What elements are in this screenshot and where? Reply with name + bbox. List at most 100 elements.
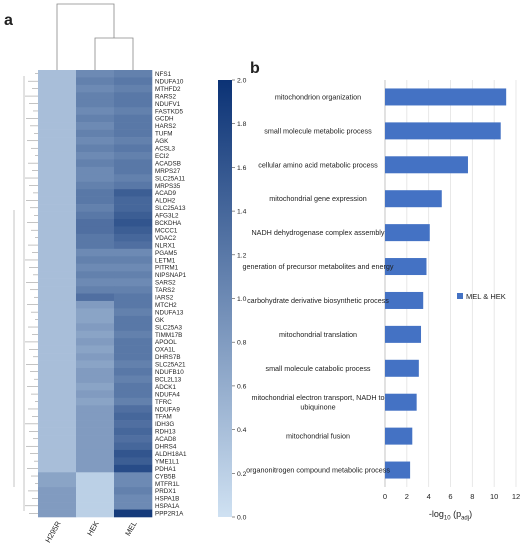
heatmap-cell: [38, 308, 77, 317]
heatmap-cell: [114, 174, 153, 183]
colorbar-tick-label: 0.6: [237, 383, 247, 390]
heatmap-cell: [76, 293, 115, 302]
heatmap-cell: [76, 360, 115, 369]
heatmap-cell: [76, 323, 115, 332]
heatmap-row-label: BCL2L13: [155, 376, 182, 383]
heatmap-cell: [38, 263, 77, 272]
bar: [385, 427, 413, 445]
heatmap-cell: [114, 84, 153, 93]
heatmap-column-label: HEK: [85, 520, 101, 538]
heatmap-row-label: SLC25A11: [155, 175, 185, 182]
heatmap-row-label: NFS1: [155, 71, 172, 78]
heatmap-row-label: ALDH18A1: [155, 451, 187, 458]
heatmap-cell: [114, 286, 153, 294]
heatmap-cell: [76, 382, 115, 391]
heatmap-cell: [114, 70, 153, 78]
heatmap-cell: [76, 278, 115, 287]
heatmap-cell: [76, 345, 115, 354]
heatmap-cell: [76, 211, 115, 220]
bar-chart-panel: 0 2 4 6 8 10 12 mitochondrion organization small…: [242, 80, 520, 522]
heatmap-cell: [114, 509, 153, 518]
heatmap-row-label: MTCH2: [155, 302, 177, 309]
heatmap-cell: [76, 449, 115, 458]
category-label: mitochondrial translation: [279, 330, 357, 339]
heatmap-row-label: APOOL: [155, 339, 177, 346]
heatmap-cell: [38, 494, 77, 503]
heatmap-row-label: TUFM: [155, 131, 173, 138]
heatmap-cell: [38, 300, 77, 309]
x-tick-label: 6: [448, 492, 452, 501]
heatmap-row-label: MTFR1L: [155, 481, 180, 488]
heatmap-cell: [114, 353, 153, 361]
column-dendrogram-link: [94, 37, 134, 70]
heatmap-cell: [38, 338, 77, 346]
bar: [385, 393, 417, 411]
category-label-line: small molecule metabolic process: [264, 126, 372, 135]
heatmap-cell: [76, 107, 115, 115]
heatmap-cell: [38, 315, 77, 324]
heatmap-cell: [38, 129, 77, 138]
heatmap-cell: [38, 122, 77, 130]
heatmap-cell: [114, 427, 153, 436]
heatmap-row-label: PDHA1: [155, 466, 176, 473]
heatmap-row-label: CYB5B: [155, 473, 176, 480]
bar: [385, 190, 442, 208]
heatmap-cell: [38, 271, 77, 279]
heatmap-cell: [38, 196, 77, 205]
heatmap-cell: [76, 241, 115, 250]
heatmap-cell: [38, 92, 77, 101]
heatmap-cell: [76, 330, 115, 339]
x-axis-title: -log10 (padj): [429, 509, 472, 522]
heatmap-cell: [76, 494, 115, 503]
heatmap-cell: [38, 99, 77, 108]
heatmap-cell: [76, 99, 115, 108]
category-label-line: carbohydrate derivative biosynthetic pro…: [247, 296, 389, 305]
heatmap-row-label: TIMM17B: [155, 332, 182, 339]
bar: [385, 359, 419, 377]
heatmap-cell: [76, 151, 115, 160]
colorbar-tick-label: 0.0: [237, 515, 247, 522]
heatmap-cell: [114, 137, 153, 145]
category-label-line: mitochondrial gene expression: [269, 194, 367, 203]
heatmap-cell: [76, 114, 115, 123]
row-dendrogram: [13, 73, 38, 514]
heatmap-cell: [76, 420, 115, 428]
heatmap-row-label: ACAD8: [155, 436, 176, 443]
heatmap-row-label: PRDX1: [155, 488, 176, 495]
heatmap-row-label: NDUFV1: [155, 101, 181, 108]
category-label-line: small molecule catabolic process: [265, 364, 370, 373]
heatmap-cell: [38, 390, 77, 399]
category-label-line: ubiquinone: [300, 402, 335, 411]
heatmap-cell: [76, 464, 115, 473]
x-tick-label: 2: [405, 492, 409, 501]
heatmap-cell: [38, 360, 77, 369]
heatmap-cell: [114, 99, 153, 108]
heatmap-row-label: RDH13: [155, 429, 176, 436]
heatmap-row-label: NLRX1: [155, 242, 176, 249]
heatmap-cell: [76, 189, 115, 197]
colorbar-tick-label: 1.0: [237, 296, 247, 303]
heatmap-cell: [114, 300, 153, 309]
heatmap-cell: [114, 345, 153, 354]
heatmap-cell: [114, 494, 153, 503]
heatmap-cell: [76, 70, 115, 78]
bar: [385, 224, 430, 242]
x-tick-label: 4: [427, 492, 431, 501]
heatmap-cell: [38, 479, 77, 488]
heatmap-cell: [114, 129, 153, 138]
heatmap-row-label: HSPA1A: [155, 503, 180, 510]
x-tick-label: 0: [383, 492, 387, 501]
heatmap-cell: [38, 472, 77, 481]
heatmap-cell: [76, 308, 115, 317]
heatmap-row-label: ALDH2: [155, 198, 176, 205]
heatmap-cell: [76, 122, 115, 130]
heatmap-row-label: IARS2: [155, 295, 174, 302]
category-label-line: mitochondrion organization: [275, 92, 361, 101]
bar: [385, 258, 427, 276]
heatmap-row-label: DHRS4: [155, 444, 177, 451]
heatmap-cell: [114, 293, 153, 302]
category-label-line: cellular amino acid metabolic process: [258, 160, 378, 169]
heatmap-row-label: GCDH: [155, 116, 174, 123]
category-label: mitochondrial fusion: [286, 432, 350, 441]
